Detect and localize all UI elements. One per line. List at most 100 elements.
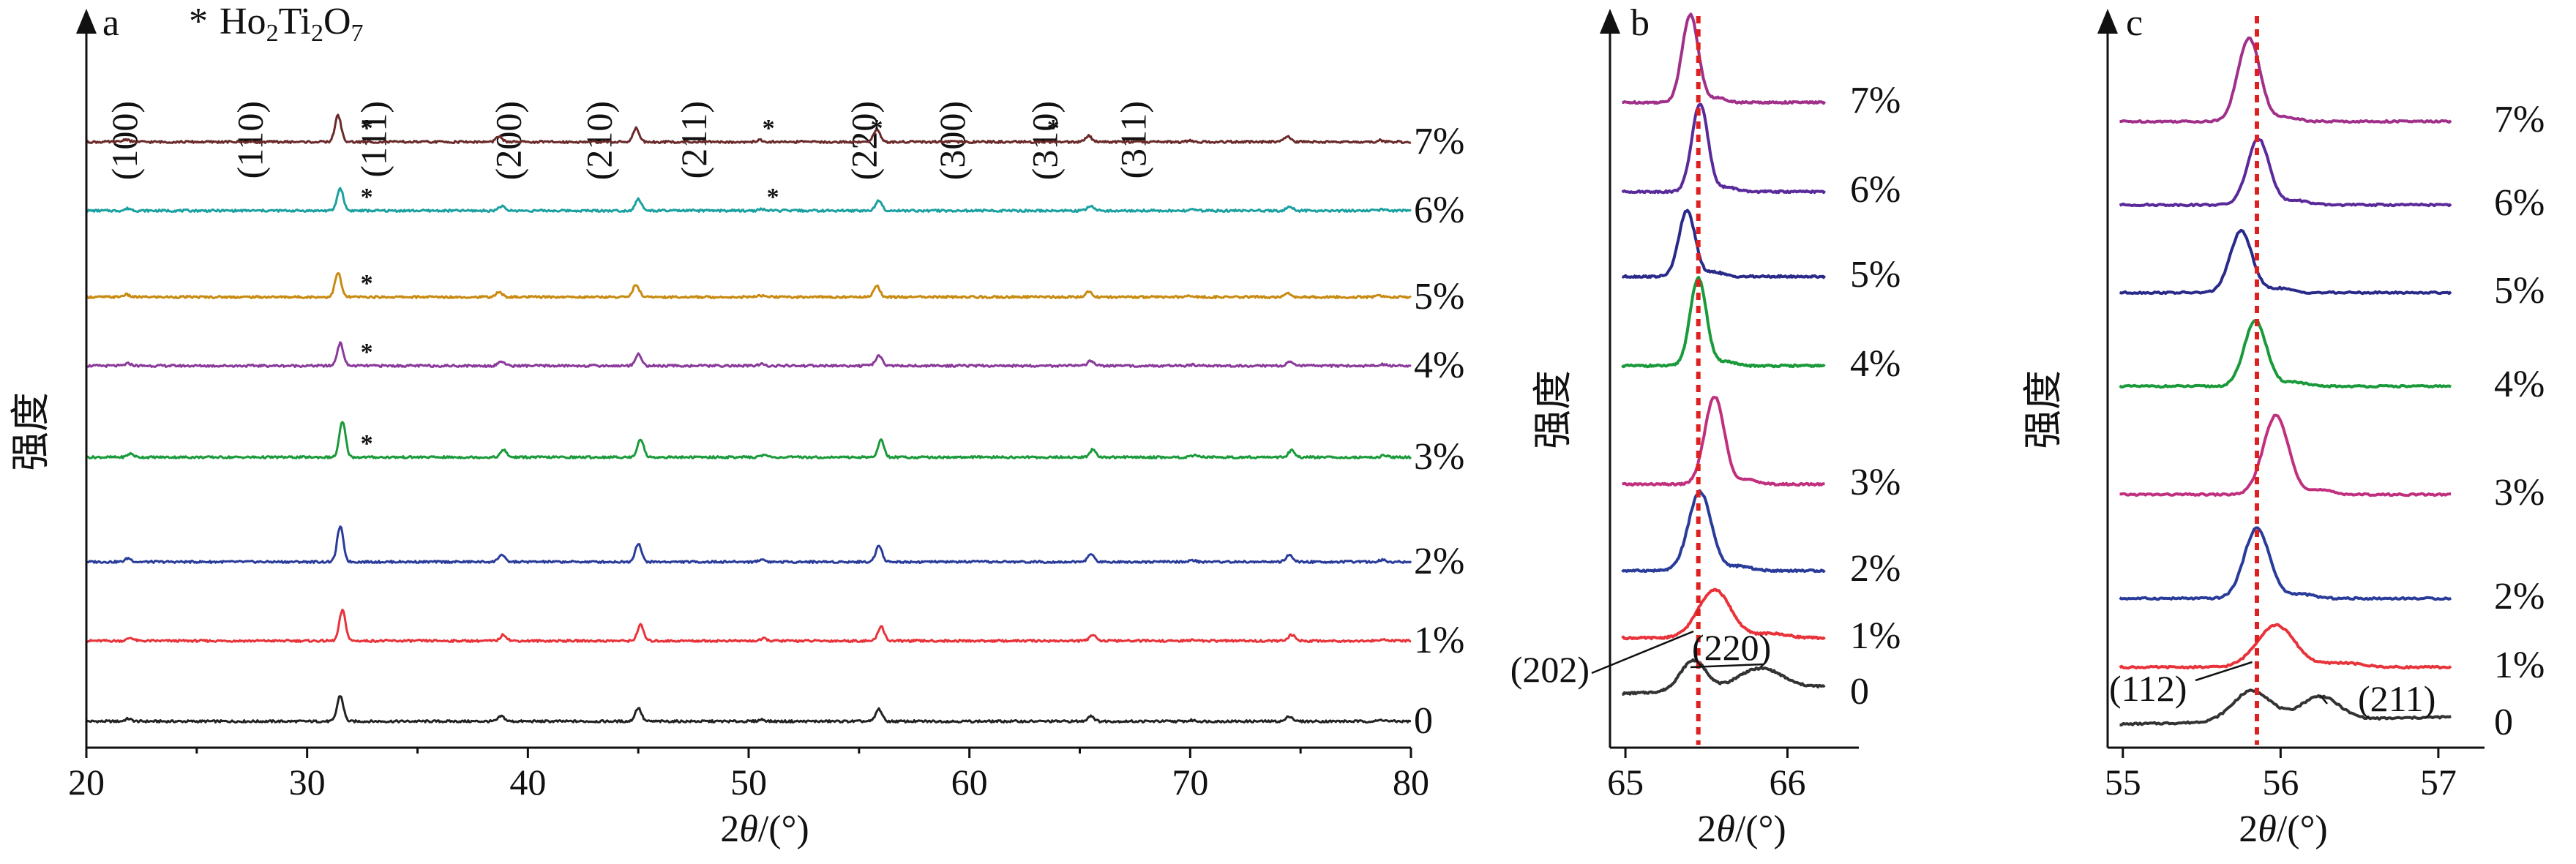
panel-a-plot: 0 1% 2% 3% 4% 5% 6% 7% * * * * * * * * * <box>85 113 1464 742</box>
panel-b-plot: 0 1% 2% 3% 4% 5% 6% 7% (202) (220) <box>1510 12 1901 745</box>
series-line-b-2 <box>1621 489 1826 574</box>
impurity-marker: * <box>870 115 883 142</box>
panel-a-y-axis-arrow <box>76 9 97 34</box>
panel-c-series-label: 4% <box>2494 364 2545 405</box>
series-line-c-6 <box>2119 137 2452 208</box>
panel-a-series-label: 3% <box>1414 436 1464 478</box>
impurity-marker: * <box>767 184 779 211</box>
panel-a-legend: * Ho2Ti2O7 <box>189 1 364 47</box>
panel-b-annotation: (220) <box>1692 627 1771 668</box>
impurity-marker: * <box>361 270 373 297</box>
panel-a-series-label: 4% <box>1414 345 1464 386</box>
series-line-b-4 <box>1621 276 1826 369</box>
panel-c-series-label: 2% <box>2494 576 2545 617</box>
panel-a-x-tick-label: 30 <box>289 762 326 803</box>
panel-c-y-axis-arrow <box>2097 9 2118 34</box>
series-line-a-6 <box>86 187 1412 213</box>
impurity-marker: * <box>361 184 373 211</box>
hkl-label: (211) <box>673 101 714 179</box>
panel-a-axes: 20 30 40 50 60 70 80 <box>68 9 1429 803</box>
panel-b-y-axis-label: 强度 <box>1531 370 1575 449</box>
panel-a-x-tick-label: 60 <box>951 762 988 803</box>
panel-b-label: b <box>1630 2 1650 44</box>
panel-c-y-axis-label: 强度 <box>2021 370 2065 449</box>
panel-b-series-label: 4% <box>1850 343 1901 385</box>
panel-c-plot: 0 1% 2% 3% 4% 5% 6% 7% (112) (211) <box>2109 16 2545 745</box>
series-line-a-7 <box>85 113 1412 144</box>
panel-a-series-label: 7% <box>1414 121 1464 162</box>
impurity-marker: * <box>361 115 373 142</box>
series-line-c-0 <box>2119 688 2452 726</box>
panel-a-x-axis-label: 2θ/(°) <box>720 808 809 850</box>
hkl-label: (210) <box>578 101 619 180</box>
impurity-marker: * <box>361 339 373 366</box>
series-line-a-3 <box>85 421 1412 459</box>
panel-a-y-axis-label: 强度 <box>9 392 53 471</box>
panel-a-x-tick-label: 80 <box>1393 762 1429 803</box>
panel-a: a * Ho2Ti2O7 (100) (110) (111) (200) (210) (2… <box>9 1 1464 850</box>
panel-a-series-label: 2% <box>1414 541 1464 582</box>
panel-a-x-tick-label: 50 <box>730 762 767 803</box>
panel-b-x-tick-label: 65 <box>1607 762 1644 803</box>
panel-c-series-label: 3% <box>2494 472 2545 514</box>
panel-c-x-tick-label: 56 <box>2262 762 2299 803</box>
series-line-a-1 <box>86 608 1412 643</box>
legend-impurity-formula: Ho2Ti2O7 <box>220 1 364 47</box>
panel-c-x-tick-label: 57 <box>2420 762 2457 803</box>
impurity-marker: * <box>1047 115 1060 142</box>
panel-c-series-label: 7% <box>2494 99 2545 140</box>
panel-c-annotation-leader <box>2319 694 2328 705</box>
panel-b-series-label: 2% <box>1850 548 1901 590</box>
legend-impurity-symbol: * <box>189 1 208 42</box>
hkl-label: (311) <box>1112 101 1153 179</box>
panel-a-label: a <box>102 2 119 44</box>
panel-c-series-label: 0 <box>2494 702 2513 743</box>
panel-a-series-label: 0 <box>1414 700 1433 742</box>
panel-b-series-label: 6% <box>1850 169 1901 211</box>
hkl-label: (110) <box>230 101 271 179</box>
panel-b-series-label: 3% <box>1850 462 1901 503</box>
panel-a-series-label: 6% <box>1414 189 1464 231</box>
panel-c-series-label: 1% <box>2494 645 2545 686</box>
series-line-c-4 <box>2119 319 2452 389</box>
panel-c-axes: 55 56 57 <box>2097 9 2485 803</box>
panel-a-series-label: 1% <box>1414 620 1464 661</box>
series-line-c-1 <box>2119 623 2452 670</box>
panel-c-x-axis-label: 2θ/(°) <box>2239 808 2327 850</box>
panel-b-annotation: (202) <box>1510 649 1590 690</box>
panel-b-series-label: 7% <box>1850 80 1901 121</box>
series-line-b-1 <box>1621 587 1826 641</box>
series-line-b-3 <box>1622 396 1825 487</box>
panel-c-annotation: (112) <box>2109 668 2187 709</box>
series-line-c-3 <box>2119 413 2452 497</box>
panel-b: b 0 1% 2% 3% 4% 5% 6% 7% (202) (220) 65 66 强度 2θ/(… <box>1510 2 1901 850</box>
panel-b-annotation-leader <box>1690 663 1764 669</box>
series-line-c-7 <box>2119 36 2452 124</box>
panel-c-x-tick-label: 55 <box>2105 762 2141 803</box>
panel-a-hkl-labels: (100) (110) (111) (200) (210) (211) (220) (300)… <box>104 101 1154 180</box>
hkl-label: (111) <box>353 101 394 178</box>
panel-b-x-tick-label: 66 <box>1770 762 1806 803</box>
panel-c-annotation: (211) <box>2358 678 2435 719</box>
series-line-a-0 <box>85 695 1411 724</box>
series-line-b-7 <box>1622 12 1827 105</box>
panel-a-x-tick-label: 20 <box>68 762 105 803</box>
panel-b-series-label: 1% <box>1850 615 1901 657</box>
panel-c-series-label: 6% <box>2494 182 2545 224</box>
panel-a-x-tick-label: 40 <box>509 762 546 803</box>
panel-b-x-axis-label: 2θ/(°) <box>1697 808 1786 850</box>
impurity-marker: * <box>361 430 373 457</box>
series-line-a-5 <box>86 272 1412 299</box>
series-line-c-2 <box>2119 526 2452 601</box>
panel-b-y-axis-arrow <box>1600 9 1620 34</box>
series-line-a-4 <box>86 341 1412 368</box>
series-line-b-5 <box>1622 209 1827 279</box>
panel-c-series-label: 5% <box>2494 270 2545 312</box>
panel-c: c 0 1% 2% 3% 4% 5% 6% 7% (112) (211) 55 56 57 强度 2θ… <box>2021 2 2545 850</box>
series-line-c-5 <box>2119 228 2452 296</box>
panel-c-annotation-leader <box>2195 661 2253 682</box>
series-line-b-6 <box>1621 102 1827 195</box>
panel-a-x-tick-label: 70 <box>1172 762 1208 803</box>
